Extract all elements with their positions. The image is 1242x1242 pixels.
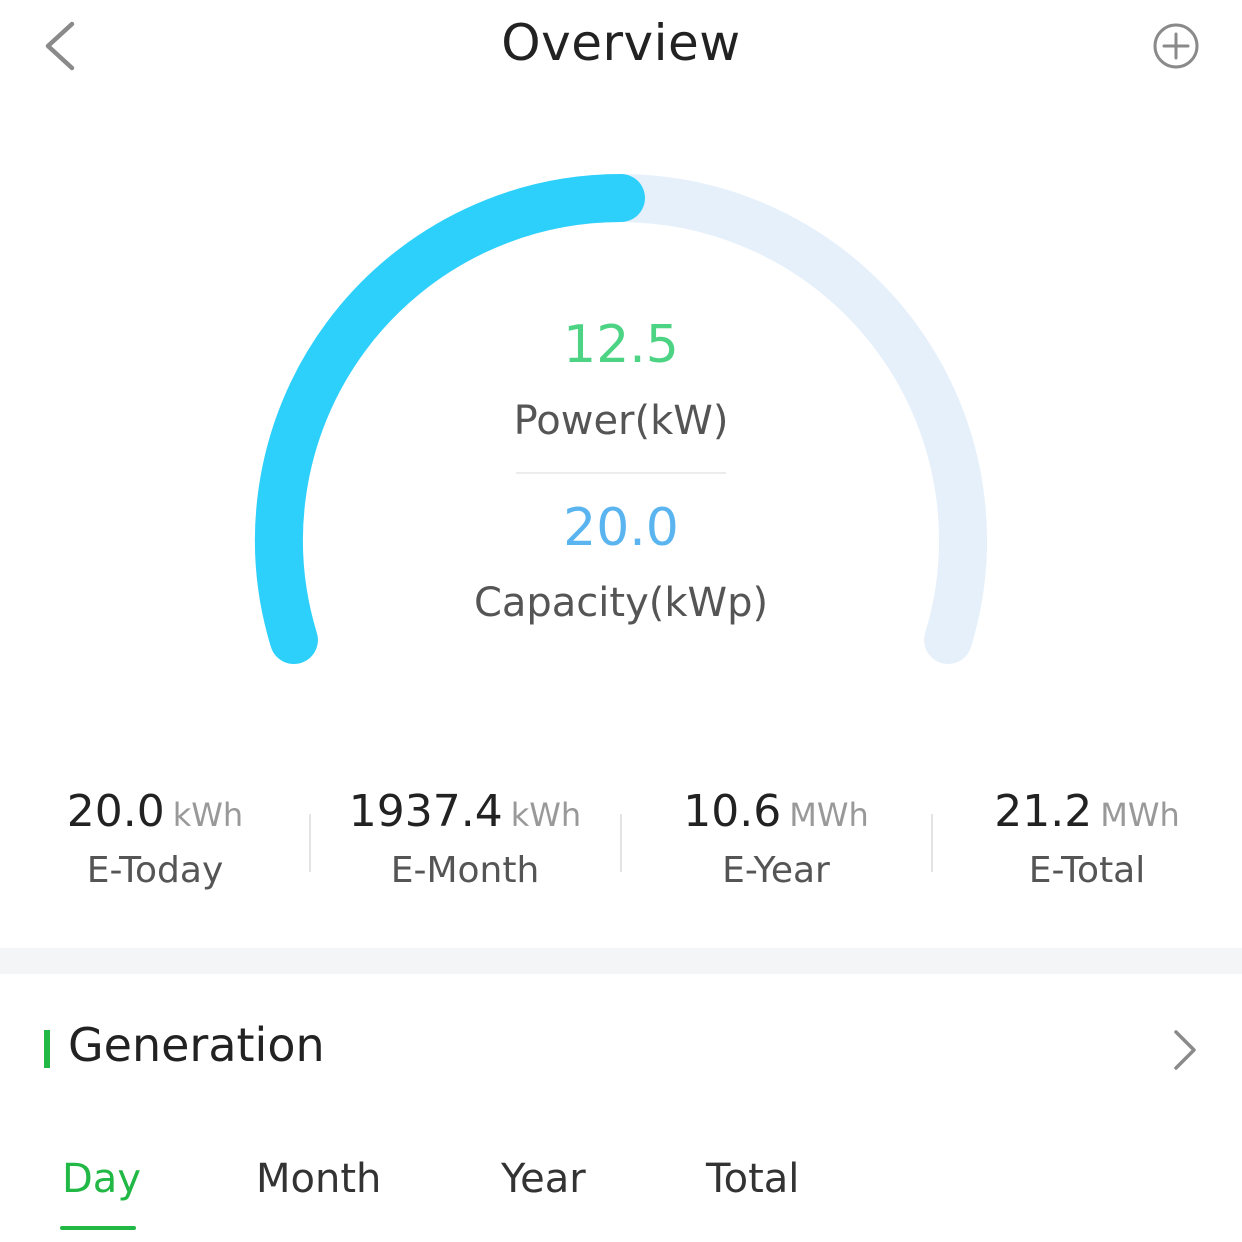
stat-value-row: 1937.4 kWh — [310, 780, 620, 844]
stat-label: E-Month — [390, 850, 540, 891]
page-title: Overview — [501, 14, 741, 72]
section-divider — [0, 948, 1242, 974]
active-tab-indicator — [60, 1226, 136, 1230]
tab-total[interactable]: Total — [706, 1156, 800, 1202]
power-label: Power(kW) — [513, 398, 729, 444]
stat-value-row: 20.0 kWh — [0, 780, 310, 844]
back-button[interactable] — [36, 16, 90, 76]
stat-e-year: 10.6 MWh E-Year — [621, 780, 931, 891]
plus-circle-icon — [1153, 23, 1199, 69]
energy-stats: 20.0 kWh E-Today 1937.4 kWh E-Month 10.6 MW… — [0, 780, 1242, 920]
stat-e-total: 21.2 MWh E-Total — [932, 780, 1242, 891]
add-button[interactable] — [1148, 18, 1204, 74]
power-value: 12.5 — [563, 315, 679, 375]
generation-title: Generation — [68, 1018, 325, 1072]
stat-value-row: 10.6 MWh — [621, 780, 931, 844]
stat-separator — [931, 814, 933, 872]
stat-separator — [620, 814, 622, 872]
gauge-divider — [516, 472, 726, 474]
stat-value: 21.2 — [994, 786, 1093, 837]
stat-value: 10.6 — [683, 786, 782, 837]
stat-separator — [309, 814, 311, 872]
stat-e-month: 1937.4 kWh E-Month — [310, 780, 620, 891]
gauge-fill — [254, 174, 645, 664]
period-tabs: Day Month Year Total — [0, 1150, 1242, 1242]
stat-value: 1937.4 — [348, 786, 503, 837]
capacity-value: 20.0 — [563, 498, 679, 558]
stat-label: E-Year — [722, 850, 830, 891]
tab-month[interactable]: Month — [256, 1156, 382, 1202]
stat-value-row: 21.2 MWh — [932, 780, 1242, 844]
capacity-label: Capacity(kWp) — [473, 580, 769, 626]
stat-value: 20.0 — [66, 786, 165, 837]
stat-label: E-Total — [1028, 850, 1146, 891]
stat-unit: MWh — [1100, 796, 1180, 834]
stat-label: E-Today — [86, 850, 224, 891]
stat-unit: MWh — [789, 796, 869, 834]
chevron-left-icon — [45, 21, 75, 71]
section-accent-bar — [44, 1030, 50, 1068]
top-bar: Overview — [0, 0, 1242, 100]
stat-unit: kWh — [510, 796, 582, 834]
stat-unit: kWh — [172, 796, 244, 834]
gauge-arc — [254, 174, 987, 664]
generation-header[interactable]: Generation — [0, 1010, 1242, 1090]
chevron-right-icon — [1174, 1030, 1196, 1070]
tab-day[interactable]: Day — [62, 1156, 141, 1202]
stat-e-today: 20.0 kWh E-Today — [0, 780, 310, 891]
tab-year[interactable]: Year — [501, 1156, 586, 1202]
power-gauge: 12.5 Power(kW) 20.0 Capacity(kWp) — [0, 110, 1242, 710]
